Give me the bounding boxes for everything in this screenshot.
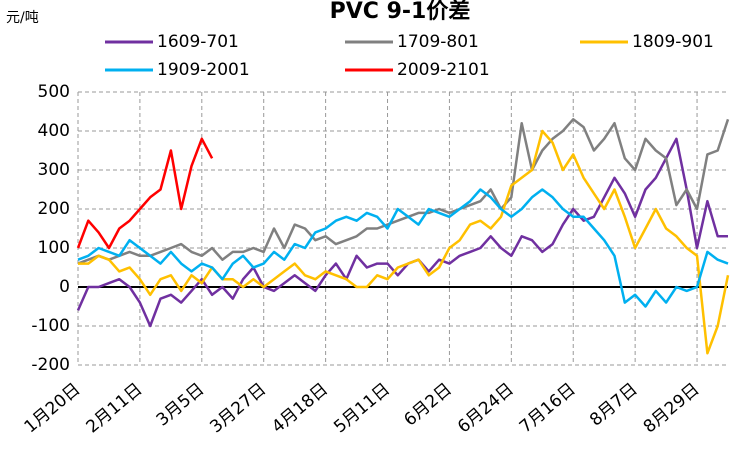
y-tick-label: 400	[38, 121, 70, 141]
x-tick-label: 8月7日	[586, 379, 641, 430]
x-tick-label: 6月2日	[400, 379, 455, 430]
y-tick-label: 300	[38, 160, 70, 180]
legend-label: 1809-901	[632, 32, 714, 52]
y-tick-label: -100	[31, 316, 70, 336]
y-tick-label: 500	[38, 82, 70, 102]
x-tick-label: 3月27日	[206, 379, 270, 437]
series-line	[76, 137, 214, 250]
x-tick-label: 4月18日	[268, 379, 332, 437]
series-line	[77, 118, 730, 265]
series-line	[78, 129, 730, 355]
y-tick-label: 0	[59, 277, 70, 297]
y-tick-label: -200	[31, 355, 70, 375]
y-axis-label: 元/吨	[6, 10, 39, 26]
x-tick-label: 7月16日	[516, 379, 580, 437]
series-line	[76, 137, 728, 328]
y-tick-label: 100	[38, 238, 70, 258]
x-tick-label: 3月5日	[153, 379, 208, 430]
x-tick-label: 2月11日	[83, 379, 147, 437]
x-tick-label: 8月29日	[640, 379, 704, 437]
chart-title: PVC 9-1价差	[330, 0, 471, 24]
series-line	[77, 188, 729, 308]
legend-label: 1609-701	[157, 32, 239, 52]
legend-label: 1909-2001	[157, 60, 250, 80]
x-tick-label: 1月20日	[21, 379, 85, 437]
x-tick-label: 5月11日	[330, 379, 394, 437]
legend-label: 1709-801	[397, 32, 479, 52]
y-tick-label: 200	[38, 199, 70, 219]
legend-label: 2009-2101	[397, 60, 490, 80]
x-tick-label: 6月24日	[454, 379, 518, 437]
